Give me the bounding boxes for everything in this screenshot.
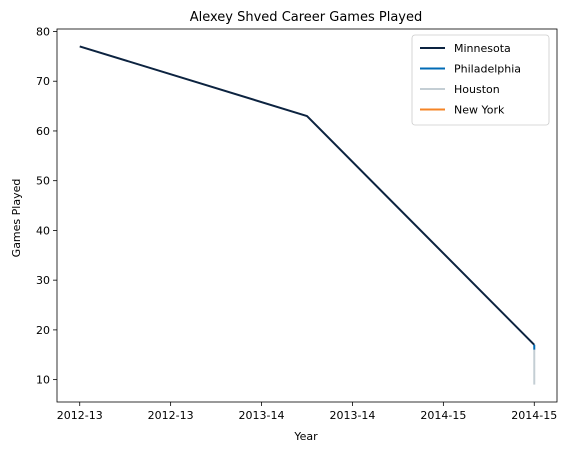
x-tick-label: 2014-15 xyxy=(511,409,557,422)
series-layer xyxy=(79,45,536,385)
y-tick-label: 20 xyxy=(36,324,50,337)
y-tick-label: 30 xyxy=(36,274,50,287)
x-axis-ticks: 2012-13 2012-13 2013-14 2013-14 2014-15 2014-… xyxy=(57,402,557,422)
legend-label: Minnesota xyxy=(454,42,511,55)
y-tick-label: 50 xyxy=(36,175,50,188)
y-tick-label: 40 xyxy=(36,224,50,237)
y-tick-label: 70 xyxy=(36,75,50,88)
series-line-0 xyxy=(79,45,535,346)
legend-label: New York xyxy=(454,104,505,117)
legend-box xyxy=(411,34,550,126)
plot-area-frame xyxy=(56,28,558,403)
x-tick-label: 2012-13 xyxy=(148,409,194,422)
y-tick-label: 10 xyxy=(36,374,50,387)
x-tick-label: 2014-15 xyxy=(420,409,466,422)
chart-title: Alexey Shved Career Games Played xyxy=(190,10,423,25)
x-tick-label: 2012-13 xyxy=(57,409,103,422)
legend: Minnesota Philadelphia Houston New York xyxy=(411,34,550,126)
x-axis-label: Year xyxy=(293,430,318,443)
y-axis-label: Games Played xyxy=(10,179,23,258)
x-tick-label: 2013-14 xyxy=(239,409,285,422)
x-tick-label: 2013-14 xyxy=(329,409,375,422)
y-tick-label: 60 xyxy=(36,125,50,138)
legend-label: Philadelphia xyxy=(454,63,521,76)
y-tick-label: 80 xyxy=(36,25,50,38)
legend-label: Houston xyxy=(454,83,500,96)
y-axis-ticks: 10 20 30 40 50 60 70 80 xyxy=(36,25,57,387)
